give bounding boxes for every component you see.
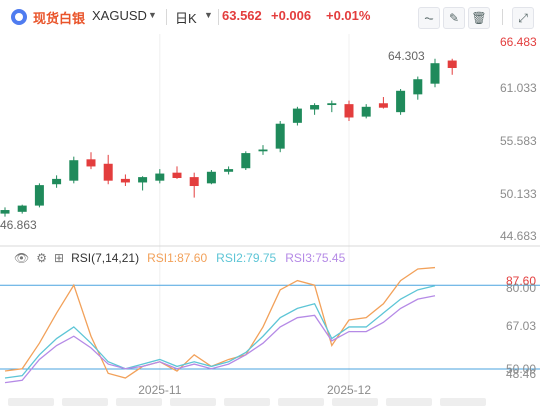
period-selector[interactable]: 日K [175, 11, 197, 26]
price-axis-label: 66.483 [500, 35, 537, 49]
rsi-title: RSI(7,14,21) [71, 251, 140, 265]
price-axis-label: 55.583 [500, 134, 537, 148]
delete-icon[interactable]: 🗑 [468, 7, 490, 29]
candle-body [292, 108, 302, 123]
rsi-axis-label: 48.46 [506, 367, 536, 381]
chevron-down-icon[interactable]: ▼ [204, 10, 213, 20]
candle-body [206, 171, 216, 184]
header-bar: 现货白银 XAGUSD ▼ 日K ▼ 63.562 +0.006 +0.01% … [0, 0, 540, 34]
candle-body [258, 149, 268, 152]
logo-icon [11, 9, 27, 25]
candle-body [327, 103, 337, 106]
candle-body [344, 104, 354, 118]
candle-body [120, 178, 130, 183]
last-price: 63.562 [222, 8, 262, 23]
time-axis-label: 2025-12 [327, 383, 371, 397]
rsi1-value: RSI1:87.60 [147, 251, 208, 265]
scroll-segment[interactable] [224, 398, 270, 406]
price-axis-label: 61.033 [500, 81, 537, 95]
candle-body [361, 106, 371, 117]
candle-body [52, 178, 62, 185]
max-price-label: 64.303 [388, 49, 425, 63]
candle-body [396, 90, 406, 113]
rsi2-line [4, 285, 436, 379]
edit-icon[interactable]: ✎ [443, 7, 465, 29]
divider [502, 9, 503, 25]
rsi1-line [4, 266, 436, 379]
rsi-legend: 👁 ⚙ ⊞ RSI(7,14,21) RSI1:87.60 RSI2:79.75… [14, 250, 345, 266]
candle-body [378, 103, 388, 108]
candle-body [17, 205, 27, 212]
price-axis-label: 50.133 [500, 187, 537, 201]
scroll-segment[interactable] [170, 398, 216, 406]
chevron-down-icon[interactable]: ▼ [148, 10, 157, 20]
price-change-percent: +0.01% [326, 8, 371, 23]
scroll-segment[interactable] [8, 398, 54, 406]
fullscreen-icon[interactable]: ⤢ [512, 7, 534, 29]
grid-icon[interactable]: ⊞ [54, 251, 65, 265]
eye-icon[interactable]: 👁 [14, 251, 30, 265]
candle-body [189, 177, 199, 187]
candle-body [138, 177, 148, 183]
min-price-label: 46.863 [0, 218, 37, 232]
price-grid [159, 34, 350, 385]
candle-body [310, 105, 320, 110]
scroll-segment[interactable] [332, 398, 378, 406]
divider [218, 9, 219, 25]
scroll-segment[interactable] [116, 398, 162, 406]
candle-body [172, 172, 182, 179]
price-change: +0.006 [271, 8, 312, 23]
candle-body [430, 63, 440, 84]
rsi-axis-label: 80.00 [506, 281, 536, 295]
candle-body [447, 60, 457, 68]
rsi2-value: RSI2:79.75 [216, 251, 277, 265]
rsi-pane [0, 266, 540, 384]
candle-body [103, 163, 113, 181]
time-axis-label: 2025-11 [138, 383, 181, 397]
bottom-scrollbar[interactable] [0, 398, 540, 406]
candle-body [241, 153, 251, 169]
scroll-segment[interactable] [278, 398, 324, 406]
candle-body [86, 159, 96, 167]
price-axis: 66.483 61.033 55.583 50.133 44.683 87.60… [500, 35, 537, 381]
divider [166, 9, 167, 25]
candle-body [0, 210, 10, 214]
candle-body [413, 79, 423, 95]
time-axis: 2025-11 2025-12 [138, 383, 371, 397]
brand-label: 现货白银 [33, 11, 86, 26]
symbol-selector[interactable]: XAGUSD [92, 8, 147, 23]
scroll-segment[interactable] [62, 398, 108, 406]
candle-body [275, 123, 285, 149]
price-axis-label: 44.683 [500, 229, 537, 243]
scroll-segment[interactable] [440, 398, 486, 406]
chart-line-icon[interactable]: ⏦ [418, 7, 440, 29]
candle-body [224, 169, 234, 172]
rsi-axis-label: 50.00 [506, 362, 536, 376]
rsi3-value: RSI3:75.45 [285, 251, 346, 265]
rsi-axis-label: 87.60 [506, 274, 536, 288]
scroll-segment[interactable] [386, 398, 432, 406]
candle-body [155, 173, 165, 181]
settings-icon[interactable]: ⚙ [36, 251, 47, 265]
candle-body [69, 160, 79, 181]
rsi3-line [4, 295, 436, 384]
candle-series [0, 58, 457, 217]
candle-body [34, 185, 44, 206]
rsi-axis-label: 67.03 [506, 319, 536, 333]
